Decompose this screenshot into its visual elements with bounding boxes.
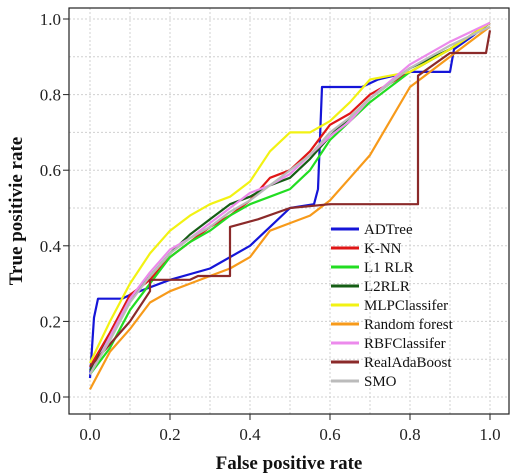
- legend-label-l2rlr: L2RLR: [364, 279, 410, 295]
- x-axis-title: False positive rate: [216, 453, 363, 474]
- series-line-k-nn: [89, 21, 491, 368]
- x-tick-label: 0.0: [79, 425, 100, 444]
- y-tick-label: 0.4: [40, 237, 62, 256]
- legend-label-mlpclassifer: MLPClassifer: [364, 298, 448, 314]
- series-line-random-forest: [89, 25, 491, 390]
- legend-label-adtree: ADTree: [364, 222, 413, 238]
- x-tick-label: 0.2: [159, 425, 180, 444]
- series-line-l1-rlr: [89, 21, 491, 375]
- legend: ADTree K-NN L1 RLR L2RLR MLPClassifer Random …: [331, 222, 454, 390]
- x-tick-label: 0.8: [399, 425, 420, 444]
- plot-frame: [68, 7, 510, 415]
- series-line-smo: [89, 25, 491, 375]
- legend-label-k-nn: K-NN: [364, 241, 402, 257]
- series-line-realadaboost: [89, 30, 492, 368]
- legend-label-random-forest: Random forest: [364, 317, 454, 333]
- y-tick-label: 0.0: [40, 388, 61, 407]
- y-tick-label: 0.2: [40, 312, 61, 331]
- series-line-mlpclassifer: [89, 21, 491, 364]
- x-tick-label: 0.4: [239, 425, 261, 444]
- tick-layer: 0.0 0.2 0.4 0.6 0.8 1.0 0.0 0.2 0.4 0.6 0.8 1.0: [40, 10, 501, 444]
- legend-label-rbfclassifer: RBFClassifer: [364, 336, 446, 352]
- x-tick-label: 0.6: [319, 425, 340, 444]
- y-tick-label: 1.0: [40, 10, 61, 29]
- grid-layer: [69, 8, 509, 414]
- legend-label-l1-rlr: L1 RLR: [364, 260, 414, 276]
- y-tick-label: 0.8: [40, 86, 61, 105]
- x-tick-label: 1.0: [479, 425, 500, 444]
- y-axis-title: True positivie rate: [6, 137, 27, 285]
- legend-label-smo: SMO: [364, 374, 397, 390]
- y-tick-label: 0.6: [40, 161, 61, 180]
- legend-label-realadaboost: RealAdaBoost: [364, 355, 452, 371]
- series-layer: [88, 21, 492, 390]
